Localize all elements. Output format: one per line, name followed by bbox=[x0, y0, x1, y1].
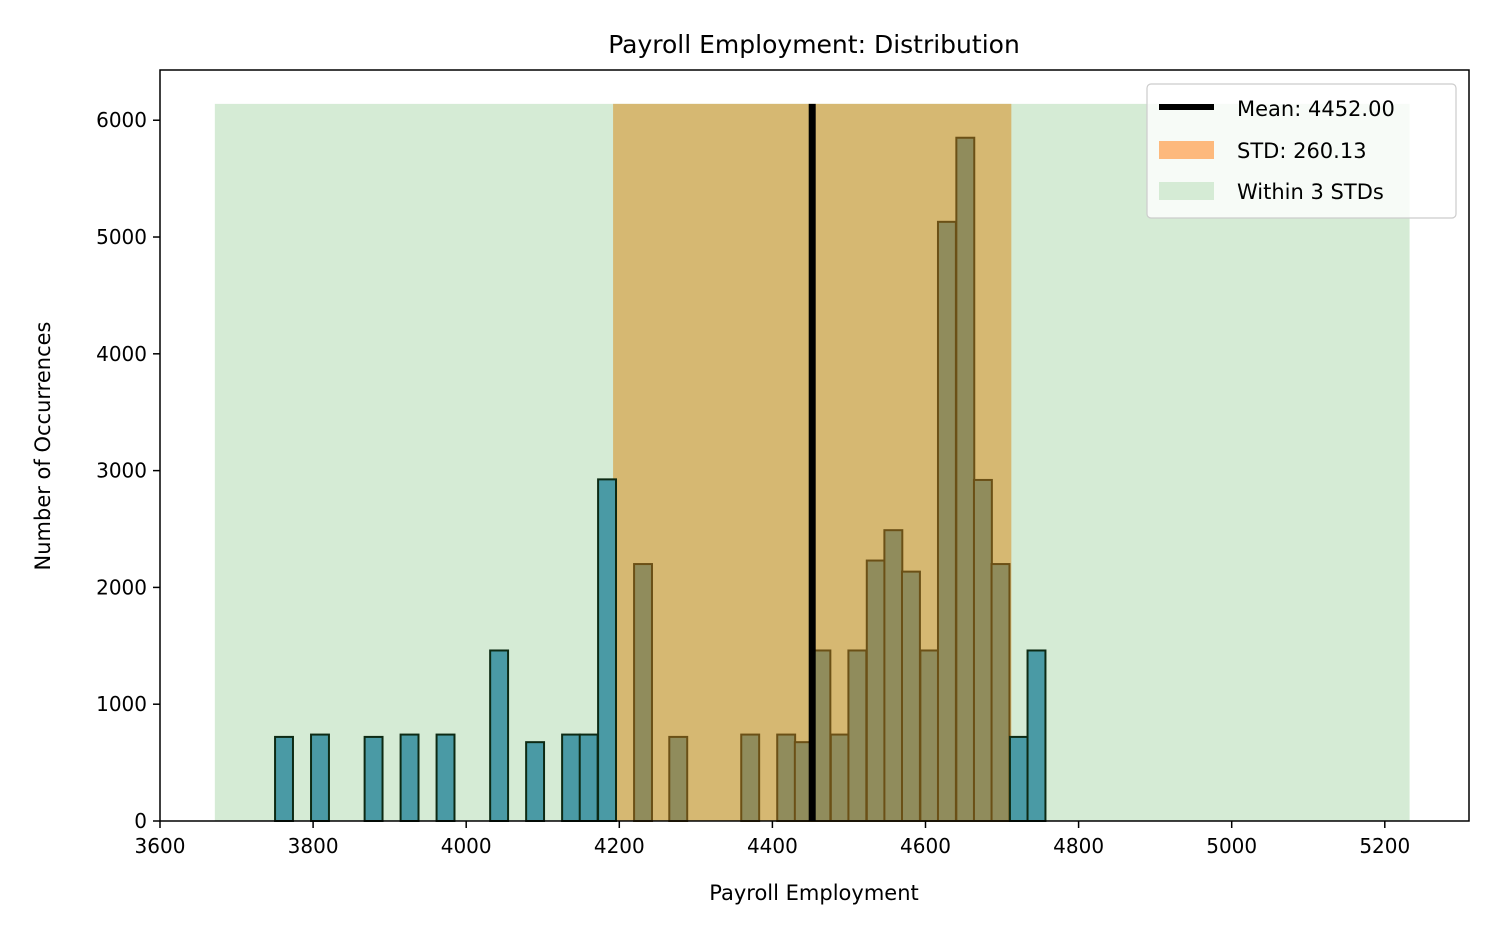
x-tick-label: 3800 bbox=[288, 834, 339, 858]
histogram-bar bbox=[919, 649, 940, 823]
histogram-bar bbox=[525, 741, 546, 823]
histogram-bar bbox=[776, 733, 797, 822]
histogram-bar bbox=[847, 649, 868, 823]
x-tick-label: 4000 bbox=[441, 834, 492, 858]
histogram-bar bbox=[900, 570, 921, 822]
x-tick-label: 4800 bbox=[1053, 834, 1104, 858]
legend-3std-label: Within 3 STDs bbox=[1237, 180, 1384, 204]
histogram-bar bbox=[310, 733, 330, 822]
histogram-bar bbox=[274, 735, 294, 822]
histogram-bar bbox=[561, 733, 582, 822]
histogram-bar bbox=[883, 529, 904, 822]
histogram-bar bbox=[578, 733, 599, 822]
histogram-bar bbox=[740, 733, 761, 822]
legend-box bbox=[1146, 83, 1457, 219]
histogram-bar bbox=[489, 649, 510, 823]
histogram-bar bbox=[633, 563, 653, 822]
histogram-bar bbox=[399, 733, 420, 822]
y-tick-label: 0 bbox=[134, 809, 147, 833]
legend-3std-swatch bbox=[1159, 182, 1214, 200]
histogram-bar bbox=[955, 136, 976, 823]
y-tick-label: 3000 bbox=[96, 459, 147, 483]
histogram-bar bbox=[1026, 649, 1047, 823]
y-tick-label: 6000 bbox=[96, 108, 147, 132]
x-tick-label: 4200 bbox=[594, 834, 645, 858]
histogram-bar bbox=[972, 478, 993, 822]
x-tick-label: 4400 bbox=[747, 834, 798, 858]
legend-std-swatch bbox=[1159, 141, 1214, 159]
histogram-bar bbox=[1008, 735, 1029, 822]
histogram-bar bbox=[990, 563, 1011, 822]
histogram-bar bbox=[363, 735, 384, 822]
legend-std-label: STD: 260.13 bbox=[1237, 139, 1367, 163]
y-tick-label: 1000 bbox=[96, 692, 147, 716]
x-axis-label: Payroll Employment bbox=[709, 881, 918, 905]
y-tick-label: 2000 bbox=[96, 575, 147, 599]
histogram-bar bbox=[597, 478, 618, 822]
legend-mean-label: Mean: 4452.00 bbox=[1237, 97, 1395, 121]
y-axis-label: Number of Occurrences bbox=[31, 322, 55, 571]
y-tick-label: 4000 bbox=[96, 342, 147, 366]
legend: Mean: 4452.00 STD: 260.13 Within 3 STDs bbox=[1146, 83, 1457, 219]
x-tick-label: 4600 bbox=[900, 834, 951, 858]
y-tick-label: 5000 bbox=[96, 225, 147, 249]
x-tick-label: 5200 bbox=[1359, 834, 1410, 858]
chart-title: Payroll Employment: Distribution bbox=[608, 30, 1020, 59]
x-axis-ticks: 3600 3800 4000 4200 4400 4600 4800 5000 5200 bbox=[135, 821, 1410, 858]
histogram-bar bbox=[435, 733, 456, 822]
plot-frame bbox=[159, 69, 1470, 822]
histogram-bar bbox=[936, 220, 957, 822]
x-tick-label: 5000 bbox=[1206, 834, 1257, 858]
x-tick-label: 3600 bbox=[135, 834, 186, 858]
histogram-bar bbox=[668, 735, 689, 822]
y-axis-ticks: 0 1000 2000 3000 4000 5000 6000 bbox=[96, 108, 160, 833]
histogram-bar bbox=[865, 559, 886, 822]
histogram-bar bbox=[829, 733, 850, 822]
